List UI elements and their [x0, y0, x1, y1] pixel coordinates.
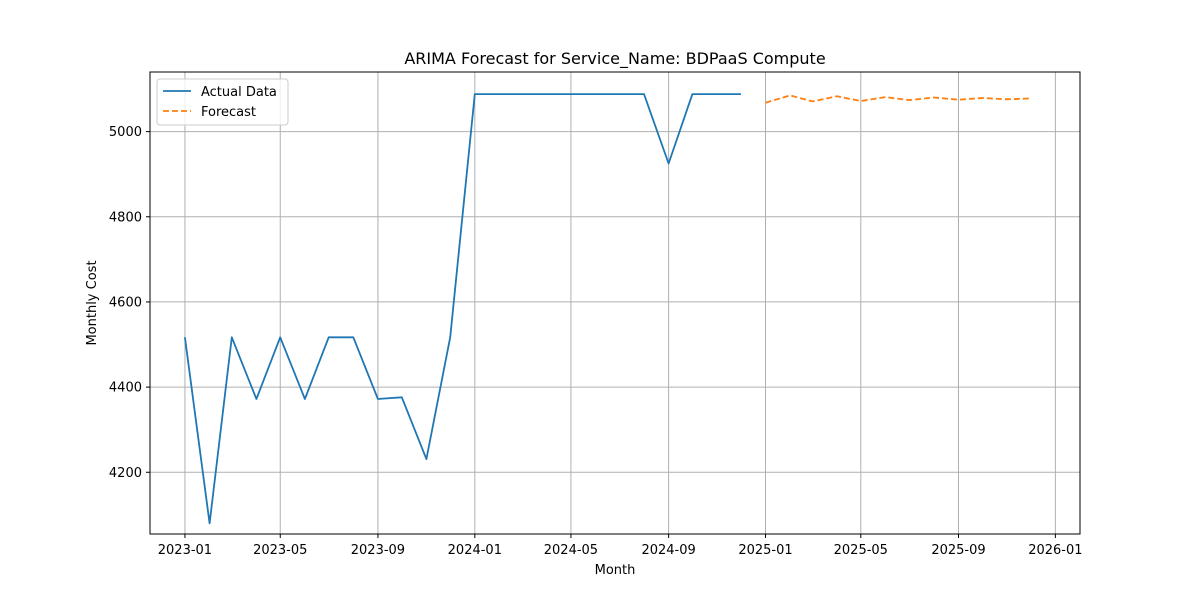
x-tick-label: 2025-09 — [931, 543, 985, 558]
legend-label-forecast: Forecast — [201, 105, 256, 120]
legend: Actual Data Forecast — [156, 78, 289, 126]
grid — [150, 72, 1080, 534]
legend-label-actual: Actual Data — [201, 85, 277, 100]
plot-frame — [149, 71, 1081, 535]
x-tick-label: 2023-05 — [253, 543, 307, 558]
chart-title: ARIMA Forecast for Service_Name: BDPaaS … — [404, 49, 825, 69]
series-layer — [184, 93, 1031, 525]
y-axis-label: Monthly Cost — [85, 260, 100, 345]
x-tick-label: 2025-01 — [738, 543, 792, 558]
x-axis-label: Month — [595, 563, 636, 578]
y-tick-label: 4800 — [109, 210, 142, 225]
x-tick-label: 2025-05 — [834, 543, 888, 558]
x-tick-label: 2024-01 — [448, 543, 502, 558]
forecast-line — [765, 94, 1031, 104]
x-tick-label: 2026-01 — [1028, 543, 1082, 558]
x-tick-label: 2024-09 — [641, 543, 695, 558]
y-tick-label: 4400 — [109, 381, 142, 396]
x-tick-label: 2024-05 — [544, 543, 598, 558]
actual-data-line — [184, 93, 741, 525]
x-tick-label: 2023-09 — [351, 543, 405, 558]
y-tick-label: 5000 — [109, 125, 142, 140]
axis-ticks: 2023-01 2023-05 2023-09 2024-01 2024-05 2024-… — [109, 125, 1083, 558]
y-tick-label: 4600 — [109, 295, 142, 310]
y-tick-label: 4200 — [109, 466, 142, 481]
x-tick-label: 2023-01 — [158, 543, 212, 558]
